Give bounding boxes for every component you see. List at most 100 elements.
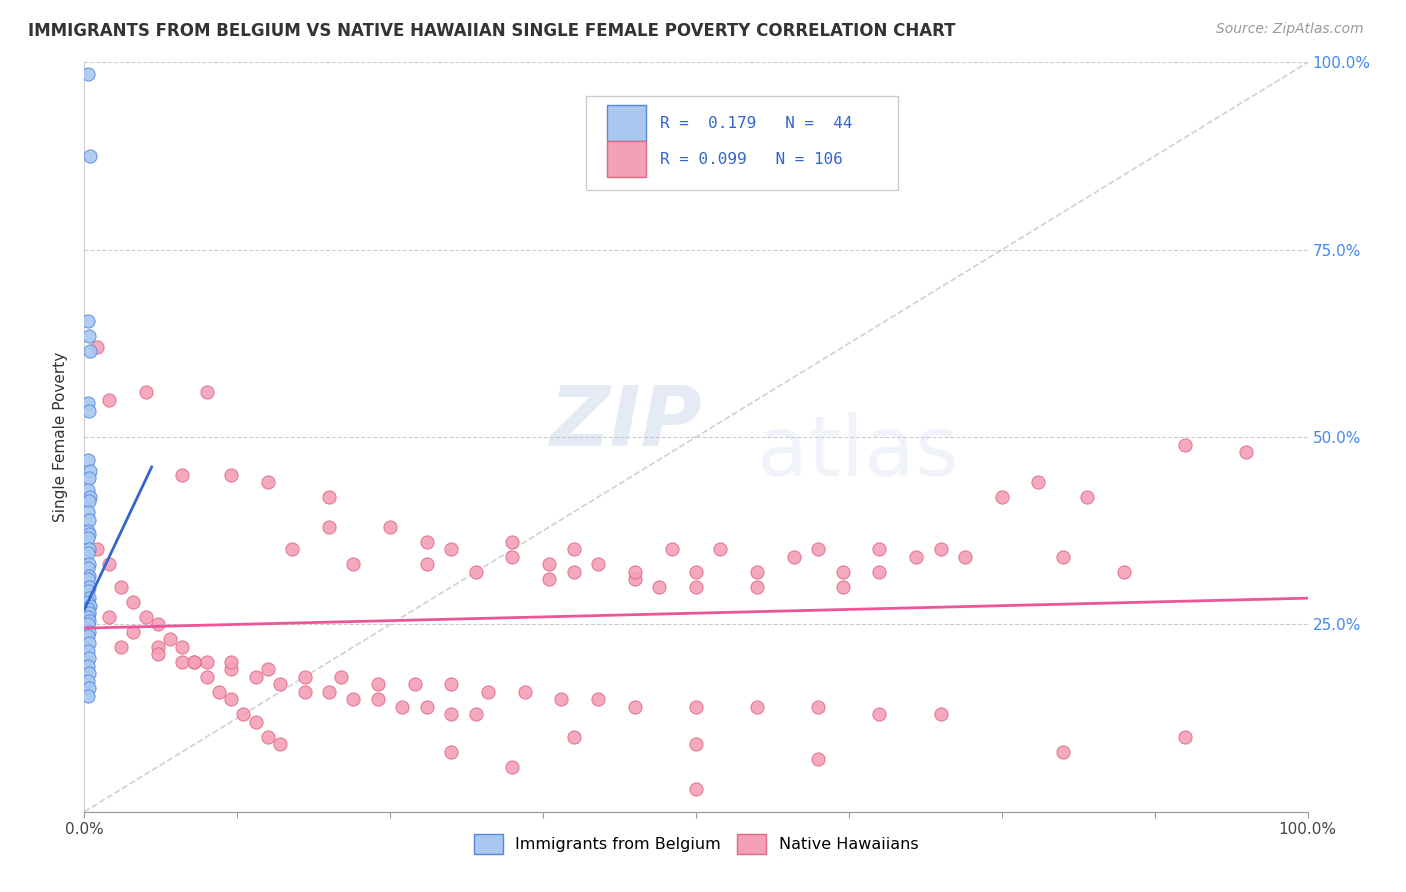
Point (367, 692, 389, 706)
Point (1076, 490, 1098, 504)
Point (77, 629, 100, 643)
Point (219, 655, 242, 669)
Point (77, 561, 100, 575)
Point (97, 392, 120, 407)
Y-axis label: Single Female Poverty: Single Female Poverty (53, 352, 69, 522)
Point (1052, 745, 1074, 759)
Point (79, 464, 101, 478)
Point (77, 471, 100, 485)
FancyBboxPatch shape (586, 96, 898, 190)
Point (550, 692, 572, 706)
Point (416, 535, 439, 549)
Point (709, 542, 731, 557)
Point (172, 640, 194, 654)
Point (183, 655, 205, 669)
Point (294, 670, 316, 684)
Point (269, 677, 291, 691)
Point (685, 565, 707, 579)
Point (219, 692, 242, 706)
Point (77, 624, 100, 639)
Point (391, 699, 413, 714)
Point (624, 573, 647, 587)
Point (318, 685, 340, 699)
Legend: Immigrants from Belgium, Native Hawaiians: Immigrants from Belgium, Native Hawaiian… (467, 828, 925, 860)
Point (79, 490, 101, 504)
Point (135, 385, 157, 400)
Point (562, 542, 585, 557)
Point (219, 467, 242, 482)
FancyBboxPatch shape (606, 141, 645, 178)
Point (380, 520, 402, 534)
Point (685, 580, 707, 594)
Point (77, 651, 100, 665)
Point (245, 670, 267, 684)
Point (464, 707, 486, 722)
Point (624, 699, 647, 714)
Point (77, 617, 100, 632)
Point (330, 670, 353, 684)
Point (79, 599, 101, 613)
Point (122, 624, 145, 639)
Point (219, 662, 242, 676)
Point (685, 699, 707, 714)
Point (440, 677, 463, 691)
Point (416, 558, 439, 572)
Text: Source: ZipAtlas.com: Source: ZipAtlas.com (1216, 22, 1364, 37)
Point (783, 549, 806, 564)
Point (477, 685, 499, 699)
Point (685, 782, 707, 797)
Point (77, 614, 100, 628)
Text: R = 0.099   N = 106: R = 0.099 N = 106 (661, 152, 844, 167)
Point (77, 583, 100, 598)
Point (183, 655, 205, 669)
Text: R =  0.179   N =  44: R = 0.179 N = 44 (661, 116, 853, 131)
Point (440, 542, 463, 557)
Point (77, 568, 100, 582)
Point (318, 490, 340, 504)
Point (77, 512, 100, 526)
Point (318, 520, 340, 534)
Point (77, 527, 100, 541)
Point (77, 602, 100, 616)
Point (77, 606, 100, 620)
Point (97, 610, 120, 624)
Point (831, 580, 853, 594)
Point (502, 535, 524, 549)
Point (929, 542, 952, 557)
Text: atlas: atlas (758, 411, 959, 492)
Point (77, 314, 100, 328)
Point (245, 714, 267, 729)
Point (281, 542, 304, 557)
Point (404, 677, 426, 691)
Point (869, 542, 891, 557)
Point (869, 707, 891, 722)
Point (342, 558, 364, 572)
Point (929, 707, 952, 722)
Point (86, 340, 108, 354)
Point (257, 475, 280, 489)
Point (464, 565, 486, 579)
Text: ZIP: ZIP (550, 382, 702, 463)
Point (257, 730, 280, 744)
Point (77, 542, 100, 557)
Point (905, 549, 928, 564)
Point (747, 699, 769, 714)
Point (172, 467, 194, 482)
Point (79, 149, 101, 163)
Point (77, 573, 100, 587)
Point (77, 591, 100, 606)
Point (159, 632, 181, 647)
Point (586, 558, 609, 572)
Point (135, 610, 157, 624)
Point (77, 636, 100, 650)
Point (195, 655, 218, 669)
Point (77, 329, 100, 343)
Point (562, 730, 585, 744)
Point (661, 542, 683, 557)
Point (538, 558, 561, 572)
Point (367, 677, 389, 691)
Point (146, 640, 169, 654)
Point (502, 760, 524, 774)
Point (77, 483, 100, 497)
Point (747, 565, 769, 579)
